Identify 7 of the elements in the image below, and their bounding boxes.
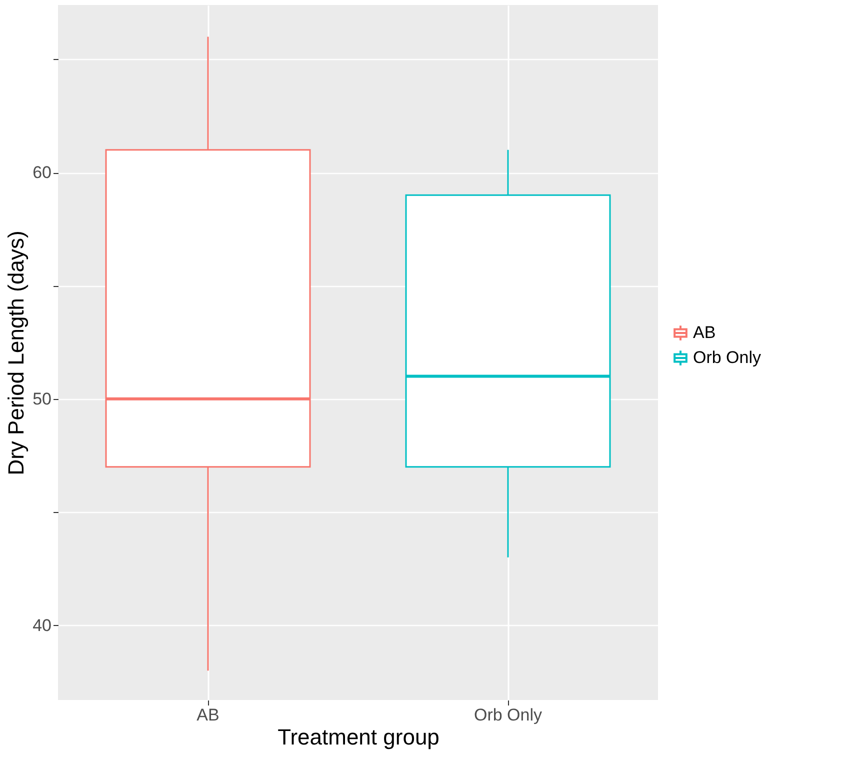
y-axis-title: Dry Period Length (days)	[4, 230, 29, 476]
y-tick-label: 60	[32, 163, 52, 182]
y-tick-label: 40	[32, 616, 52, 635]
y-tick-label: 50	[32, 389, 52, 408]
legend-label: Orb Only	[693, 348, 762, 367]
legend-label: AB	[693, 323, 716, 342]
x-axis-title: Treatment group	[278, 724, 440, 750]
